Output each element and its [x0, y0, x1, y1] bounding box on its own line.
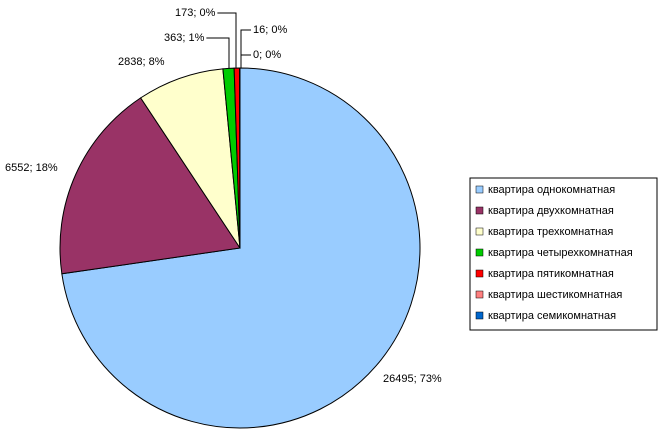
- data-label: 2838; 8%: [118, 56, 165, 68]
- leader-line: [206, 37, 230, 69]
- legend-label: квартира семикомнатная: [488, 310, 616, 322]
- legend-label: квартира шестикомнатная: [488, 289, 622, 301]
- legend-swatch: [475, 290, 484, 299]
- legend-swatch: [475, 185, 484, 194]
- data-label: 363; 1%: [164, 32, 205, 44]
- pie-slice: [59, 97, 241, 275]
- legend-label: квартира однокомнатная: [488, 184, 615, 196]
- leader-line: [217, 12, 237, 69]
- data-label: 173; 0%: [175, 7, 216, 19]
- legend-label: квартира двухкомнатная: [488, 205, 614, 217]
- legend-swatch: [475, 248, 484, 257]
- leader-line: [240, 54, 251, 68]
- legend-label: квартира трехкомнатная: [488, 226, 613, 238]
- legend-swatch: [475, 227, 484, 236]
- data-label: 6552; 18%: [5, 162, 58, 174]
- legend-swatch: [475, 311, 484, 320]
- legend-label: квартира четырехкомнатная: [488, 247, 633, 259]
- data-label: 0; 0%: [253, 49, 281, 61]
- leader-line: [240, 29, 251, 69]
- legend-swatch: [475, 269, 484, 278]
- data-label: 16; 0%: [253, 24, 287, 36]
- legend-swatch: [475, 206, 484, 215]
- data-label: 26495; 73%: [383, 373, 442, 385]
- legend-label: квартира пятикомнатная: [488, 268, 614, 280]
- pie-slice: [61, 67, 421, 429]
- legend-box: [469, 177, 658, 331]
